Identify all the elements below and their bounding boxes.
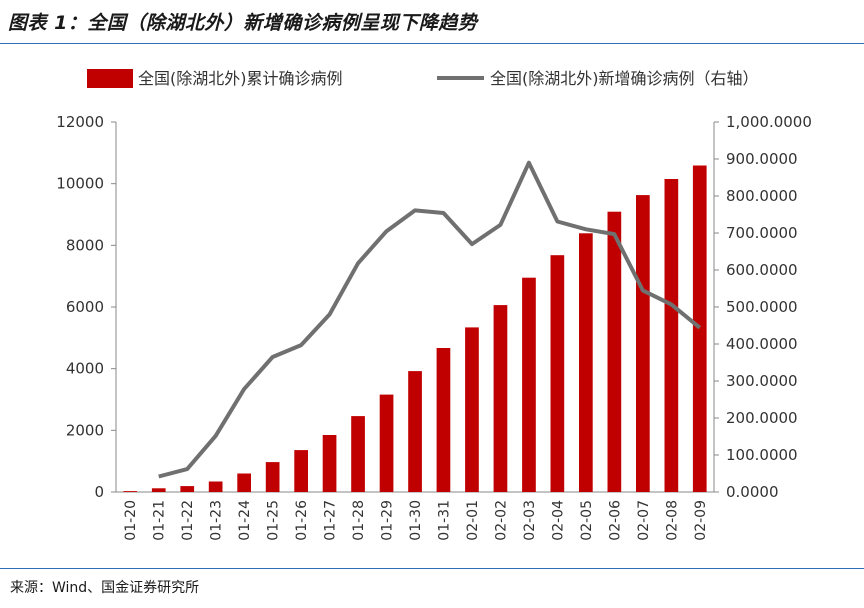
x-axis-tick-label: 02-04	[550, 500, 566, 541]
right-axis-tick-label: 300.0000	[726, 372, 798, 390]
bar	[294, 450, 308, 492]
x-axis-tick-label: 01-24	[237, 500, 253, 541]
x-axis-tick-label: 01-30	[408, 500, 424, 541]
x-axis-tick-label: 01-28	[351, 500, 367, 541]
left-axis-tick-label: 2000	[66, 421, 104, 439]
bar	[351, 416, 365, 492]
right-axis-tick-label: 400.0000	[726, 335, 798, 353]
bar	[151, 488, 166, 492]
chart-axes: 0 2000 4000 6000 8000 10000 12000 0.0000 100.000…	[56, 113, 812, 501]
x-axis-tick-label: 01-26	[294, 500, 310, 541]
x-axis-tick-label: 02-08	[664, 500, 680, 541]
x-axis-tick-label: 02-09	[693, 500, 709, 541]
left-axis-tick-label: 12000	[56, 113, 104, 131]
x-axis-tick-label: 01-20	[123, 500, 139, 541]
bar	[465, 327, 479, 492]
source-note: 来源：Wind、国金证券研究所	[10, 580, 200, 596]
right-axis-tick-label: 700.0000	[726, 224, 798, 242]
right-axis-tick-label: 900.0000	[726, 150, 798, 168]
x-axis-tick-label: 02-05	[579, 500, 595, 541]
bar	[322, 435, 337, 492]
legend-swatch-bar	[87, 69, 133, 88]
legend-label-bar: 全国(除湖北外)累计确诊病例	[138, 69, 343, 88]
right-axis-tick-label: 1,000.0000	[726, 113, 812, 131]
x-axis-tick-label: 02-03	[522, 500, 538, 541]
right-axis-tick-label: 800.0000	[726, 187, 798, 205]
bar	[550, 255, 565, 492]
right-axis-tick-label: 0.0000	[726, 483, 779, 501]
bar	[123, 491, 138, 492]
left-axis-tick-label: 8000	[66, 236, 104, 254]
x-axis-tick-label: 01-21	[152, 500, 168, 541]
bar	[265, 462, 280, 492]
left-axis-tick-label: 6000	[66, 298, 104, 316]
x-axis-tick-label: 01-29	[380, 500, 396, 541]
x-axis-tick-label: 02-07	[636, 500, 652, 541]
top-divider	[0, 43, 864, 44]
bottom-divider	[0, 568, 864, 569]
x-axis-tick-label: 01-31	[436, 500, 452, 541]
x-axis-tick-label: 02-02	[493, 500, 509, 541]
right-axis-tick-label: 600.0000	[726, 261, 798, 279]
right-axis-tick-label: 500.0000	[726, 298, 798, 316]
bar	[408, 371, 422, 492]
combo-chart: 全国(除湖北外)累计确诊病例 全国(除湖北外)新增确诊病例（右轴） 0 2000 40…	[56, 69, 812, 541]
bar	[436, 348, 451, 492]
x-axis-tick-label: 01-22	[180, 500, 196, 541]
line-path	[158, 160, 702, 479]
bar	[237, 473, 251, 492]
bar	[579, 233, 593, 493]
bar	[180, 486, 195, 492]
right-axis-tick-label: 100.0000	[726, 446, 798, 464]
bar	[208, 481, 223, 492]
x-axis-tick-label: 01-25	[266, 500, 282, 541]
bar	[692, 165, 707, 492]
bar	[664, 179, 679, 492]
left-axis-tick-label: 0	[94, 483, 104, 501]
x-axis-tick-label: 01-27	[323, 500, 339, 541]
line-series	[158, 160, 702, 479]
x-axis-tick-label: 02-01	[465, 500, 481, 541]
bar	[522, 277, 536, 492]
x-axis-labels: 01-20 01-21 01-22 01-23 01-24 01-25 01-26 01-27…	[123, 500, 709, 541]
bar	[493, 305, 508, 492]
x-axis-tick-label: 02-06	[607, 500, 623, 541]
bar	[636, 195, 650, 492]
x-axis-tick-label: 01-23	[209, 500, 225, 541]
left-axis-tick-label: 10000	[56, 175, 104, 193]
right-axis-tick-label: 200.0000	[726, 409, 798, 427]
left-axis-tick-label: 4000	[66, 360, 104, 378]
bar	[379, 394, 394, 492]
bar-series	[123, 165, 707, 493]
chart-title: 图表 1：全国（除湖北外）新增确诊病例呈现下降趋势	[8, 12, 478, 34]
chart-legend: 全国(除湖北外)累计确诊病例 全国(除湖北外)新增确诊病例（右轴）	[87, 69, 759, 88]
bar	[607, 211, 622, 492]
legend-label-line: 全国(除湖北外)新增确诊病例（右轴）	[490, 69, 759, 88]
